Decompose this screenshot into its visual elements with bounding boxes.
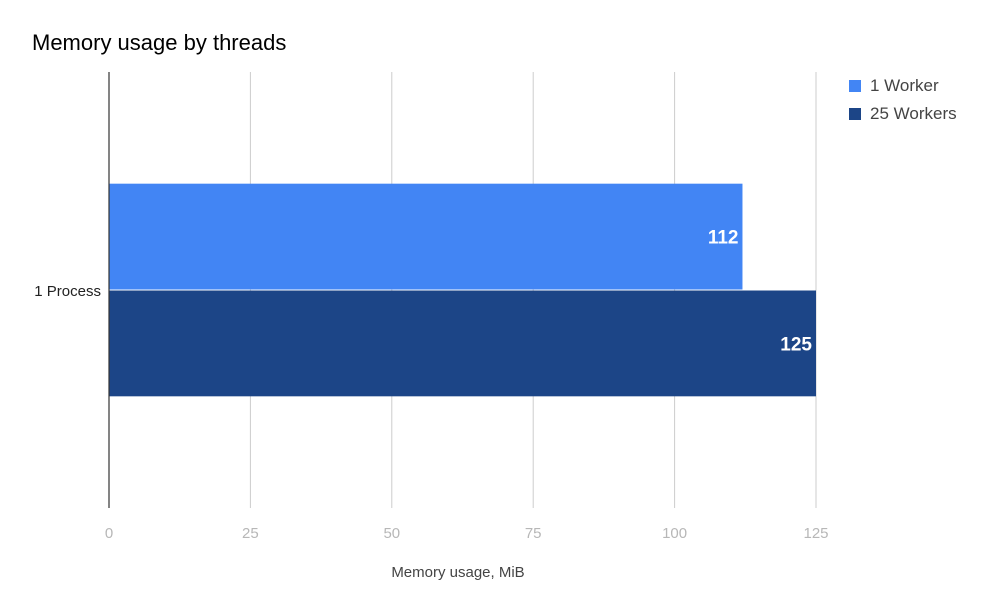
bar bbox=[109, 290, 816, 397]
x-tick-label: 25 bbox=[242, 525, 259, 542]
category-label: 1 Process bbox=[34, 283, 101, 300]
legend: 1 Worker 25 Workers bbox=[849, 72, 957, 128]
legend-item-series-2: 25 Workers bbox=[849, 100, 957, 128]
data-label: 125 bbox=[780, 334, 812, 355]
x-tick-label: 125 bbox=[803, 525, 828, 542]
x-tick-label: 75 bbox=[525, 525, 542, 542]
legend-item-series-1: 1 Worker bbox=[849, 72, 957, 100]
x-tick-label: 50 bbox=[383, 525, 400, 542]
legend-swatch-series-1 bbox=[849, 80, 861, 92]
legend-swatch-series-2 bbox=[849, 108, 861, 120]
x-tick-label: 100 bbox=[662, 525, 687, 542]
bar bbox=[109, 183, 743, 290]
data-label: 112 bbox=[708, 228, 739, 249]
chart-title: Memory usage by threads bbox=[32, 30, 287, 55]
legend-label-series-1: 1 Worker bbox=[870, 76, 939, 95]
x-axis-title: Memory usage, MiB bbox=[391, 564, 525, 581]
x-tick-label: 0 bbox=[105, 525, 113, 542]
legend-label-series-2: 25 Workers bbox=[870, 104, 957, 123]
